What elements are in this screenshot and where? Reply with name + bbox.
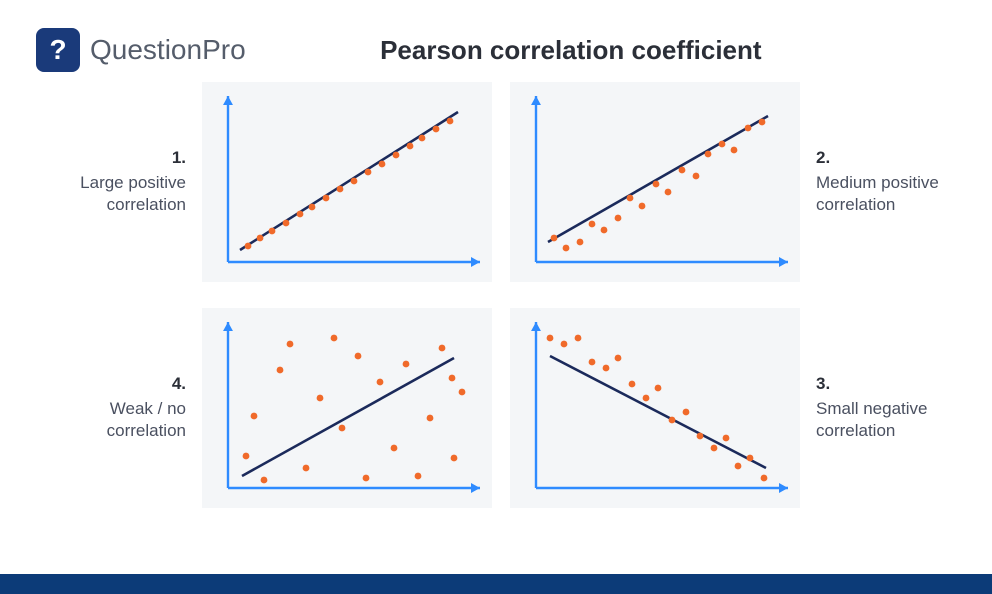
- chart-cell-large-positive: 1. Large positive correlation: [46, 82, 492, 282]
- chart-cell-medium-positive: 2. Medium positive correlation: [510, 82, 956, 282]
- chart-box-small-negative: [510, 308, 800, 508]
- header: ? QuestionPro Pearson correlation coeffi…: [0, 0, 992, 82]
- scatter-plot-weak-none: [202, 308, 492, 508]
- scatter-plot-medium-positive: [510, 82, 800, 282]
- chart-cell-weak-none: 4. Weak / no correlation: [46, 308, 492, 508]
- chart-number: 4.: [46, 373, 186, 396]
- chart-number: 1.: [46, 147, 186, 170]
- logo-icon: ?: [36, 28, 80, 72]
- page-title: Pearson correlation coefficient: [186, 35, 956, 66]
- chart-label-text: Medium positive correlation: [816, 173, 939, 215]
- chart-box-large-positive: [202, 82, 492, 282]
- chart-grid: 1. Large positive correlation 2. Medium po…: [0, 82, 992, 508]
- chart-box-weak-none: [202, 308, 492, 508]
- bottom-bar: [0, 574, 992, 594]
- chart-label-large-positive: 1. Large positive correlation: [46, 147, 186, 218]
- chart-label-medium-positive: 2. Medium positive correlation: [816, 147, 956, 218]
- chart-number: 3.: [816, 373, 956, 396]
- chart-cell-small-negative: 3. Small negative correlation: [510, 308, 956, 508]
- chart-label-text: Small negative correlation: [816, 399, 928, 441]
- chart-label-weak-none: 4. Weak / no correlation: [46, 373, 186, 444]
- chart-label-text: Large positive correlation: [80, 173, 186, 215]
- chart-label-small-negative: 3. Small negative correlation: [816, 373, 956, 444]
- chart-number: 2.: [816, 147, 956, 170]
- scatter-plot-small-negative: [510, 308, 800, 508]
- scatter-plot-large-positive: [202, 82, 492, 282]
- chart-label-text: Weak / no correlation: [107, 399, 186, 441]
- chart-box-medium-positive: [510, 82, 800, 282]
